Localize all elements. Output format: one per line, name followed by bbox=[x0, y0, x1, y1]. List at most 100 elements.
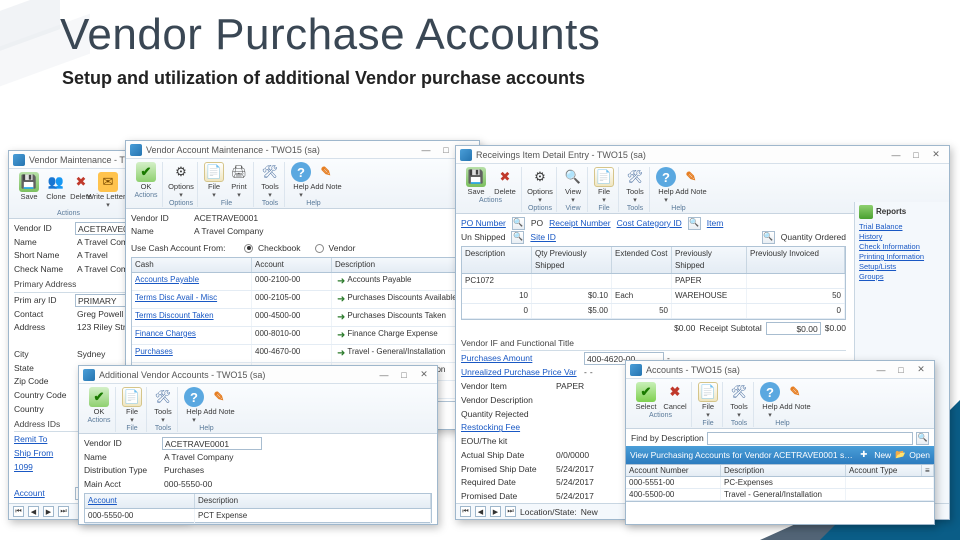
terms-disc-link[interactable]: Terms Disc Avail - Misc bbox=[132, 291, 252, 308]
help-button[interactable]: ?Help▾ bbox=[655, 167, 677, 204]
file-button[interactable]: 📄File▾ bbox=[697, 382, 719, 419]
print-button[interactable]: 🖨Print▾ bbox=[228, 162, 250, 199]
options-button[interactable]: ⚙Options▾ bbox=[168, 162, 194, 199]
vendor-item-label: Vendor Item bbox=[461, 380, 551, 393]
ok-button[interactable]: ✔OK bbox=[86, 387, 112, 416]
expand-icon[interactable]: ➜ bbox=[337, 328, 345, 343]
tools-button[interactable]: 🛠Tools▾ bbox=[728, 382, 750, 419]
nav-prev[interactable]: ◀ bbox=[475, 506, 486, 517]
minimize-button[interactable]: — bbox=[375, 369, 393, 381]
file-button[interactable]: 📄File▾ bbox=[203, 162, 225, 199]
close-button[interactable]: ✕ bbox=[927, 149, 945, 161]
file-button[interactable]: 📄File▾ bbox=[593, 167, 615, 204]
report-link[interactable]: Groups bbox=[859, 272, 945, 281]
nav-first[interactable]: ⏮ bbox=[460, 506, 471, 517]
table-row[interactable]: 000-5550-00 bbox=[85, 509, 195, 523]
clone-button[interactable]: 👥Clone bbox=[45, 172, 67, 209]
purchases-link[interactable]: Purchases bbox=[132, 345, 252, 362]
find-input[interactable] bbox=[707, 432, 913, 445]
maximize-button[interactable]: □ bbox=[892, 364, 910, 376]
report-link[interactable]: Trial Balance bbox=[859, 222, 945, 231]
add-note-button[interactable]: ✎Add Note bbox=[208, 387, 230, 424]
maximize-button[interactable]: □ bbox=[395, 369, 413, 381]
tools-button[interactable]: 🛠Tools▾ bbox=[624, 167, 646, 204]
report-link[interactable]: Printing Information bbox=[859, 252, 945, 261]
checkbook-radio[interactable] bbox=[244, 244, 253, 253]
delete-button[interactable]: ✖Delete bbox=[70, 172, 92, 209]
expand-icon[interactable]: ➜ bbox=[337, 310, 345, 325]
titlebar[interactable]: Accounts - TWO15 (sa) —□✕ bbox=[626, 361, 934, 379]
accounts-payable-link[interactable]: Accounts Payable bbox=[132, 273, 252, 290]
view-button[interactable]: 🔍View▾ bbox=[562, 167, 584, 204]
help-button[interactable]: ?Help▾ bbox=[290, 162, 312, 199]
file-button[interactable]: 📄File▾ bbox=[121, 387, 143, 424]
vendor-id-field[interactable]: ACETRAVE0001 bbox=[162, 437, 262, 450]
maximize-button[interactable]: □ bbox=[907, 149, 925, 161]
account-col[interactable]: Account bbox=[85, 494, 195, 508]
minimize-button[interactable]: — bbox=[887, 149, 905, 161]
qty-lookup-button[interactable]: 🔍 bbox=[762, 231, 775, 244]
help-button[interactable]: ?Help▾ bbox=[759, 382, 781, 419]
restocking-fee-link[interactable]: Restocking Fee bbox=[461, 421, 551, 434]
report-link[interactable]: History bbox=[859, 232, 945, 241]
main-acct-value: 000-5550-00 bbox=[162, 478, 214, 491]
table-row[interactable]: 400-5500-00 Travel - General/Installatio… bbox=[626, 489, 934, 501]
titlebar[interactable]: Vendor Account Maintenance - TWO15 (sa) … bbox=[126, 141, 479, 159]
close-button[interactable]: ✕ bbox=[415, 369, 433, 381]
1099-link[interactable]: 1099 bbox=[14, 461, 33, 474]
titlebar[interactable]: Additional Vendor Accounts - TWO15 (sa) … bbox=[79, 366, 437, 384]
new-button[interactable]: ✚New bbox=[860, 449, 891, 461]
po-lookup-button[interactable]: 🔍 bbox=[512, 217, 525, 230]
find-button[interactable]: 🔍 bbox=[916, 432, 929, 445]
tools-button[interactable]: 🛠Tools▾ bbox=[259, 162, 281, 199]
nav-next[interactable]: ▶ bbox=[43, 506, 54, 517]
report-link[interactable]: Setup/Lists bbox=[859, 262, 945, 271]
finance-charges-link[interactable]: Finance Charges bbox=[132, 327, 252, 344]
expand-icon[interactable]: ➜ bbox=[337, 346, 345, 361]
open-button[interactable]: 📂Open bbox=[895, 449, 930, 461]
tools-button[interactable]: 🛠Tools▾ bbox=[152, 387, 174, 424]
add-note-button[interactable]: ✎Add Note bbox=[680, 167, 702, 204]
unrealized-ppv-link[interactable]: Unrealized Purchase Price Var bbox=[461, 366, 581, 379]
ok-button[interactable]: ✔OK bbox=[133, 162, 159, 191]
nav-next[interactable]: ▶ bbox=[490, 506, 501, 517]
titlebar[interactable]: Receivings Item Detail Entry - TWO15 (sa… bbox=[456, 146, 949, 164]
minimize-button[interactable]: — bbox=[872, 364, 890, 376]
item-lookup-button[interactable]: 🔍 bbox=[688, 217, 701, 230]
cancel-button[interactable]: ✖Cancel bbox=[662, 382, 688, 411]
nav-prev[interactable]: ◀ bbox=[28, 506, 39, 517]
write-letters-button[interactable]: ✉Write Letters▾ bbox=[95, 172, 121, 209]
ship-from-link[interactable]: Ship From bbox=[14, 447, 53, 460]
save-button[interactable]: 💾Save bbox=[16, 172, 42, 209]
help-button[interactable]: ?Help▾ bbox=[183, 387, 205, 424]
nav-first[interactable]: ⏮ bbox=[13, 506, 24, 517]
maximize-button[interactable]: □ bbox=[437, 144, 455, 156]
zip-label: Zip Code bbox=[14, 375, 72, 388]
nav-last[interactable]: ⏭ bbox=[505, 506, 516, 517]
terms-taken-link[interactable]: Terms Discount Taken bbox=[132, 309, 252, 326]
report-link[interactable]: Check Information bbox=[859, 242, 945, 251]
save-button[interactable]: 💾Save bbox=[463, 167, 489, 196]
site-link[interactable]: Site ID bbox=[530, 231, 556, 244]
delete-button[interactable]: ✖Delete bbox=[492, 167, 518, 196]
options-button[interactable]: ⚙Options▾ bbox=[527, 167, 553, 204]
minimize-button[interactable]: — bbox=[417, 144, 435, 156]
site-lookup-button[interactable]: 🔍 bbox=[511, 231, 524, 244]
nav-last[interactable]: ⏭ bbox=[58, 506, 69, 517]
close-button[interactable]: ✕ bbox=[912, 364, 930, 376]
receipt-number-link[interactable]: Receipt Number bbox=[549, 217, 610, 230]
account-link[interactable]: Account bbox=[14, 487, 72, 500]
table-row[interactable]: 000-5551-00 PC-Expenses bbox=[626, 477, 934, 489]
add-note-button[interactable]: ✎Add Note bbox=[784, 382, 806, 419]
cost-category-link[interactable]: Cost Category ID bbox=[617, 217, 682, 230]
purchases-amount-link[interactable]: Purchases Amount bbox=[461, 352, 581, 365]
select-button[interactable]: ✔Select bbox=[633, 382, 659, 411]
expand-icon[interactable]: ➜ bbox=[337, 292, 345, 307]
app-icon bbox=[130, 144, 142, 156]
expand-icon[interactable]: ➜ bbox=[337, 274, 345, 289]
po-number-link[interactable]: PO Number bbox=[461, 217, 506, 230]
vendor-radio[interactable] bbox=[315, 244, 324, 253]
required-date-label: Required Date bbox=[461, 476, 551, 489]
remit-to-link[interactable]: Remit To bbox=[14, 433, 47, 446]
add-note-button[interactable]: ✎Add Note bbox=[315, 162, 337, 199]
